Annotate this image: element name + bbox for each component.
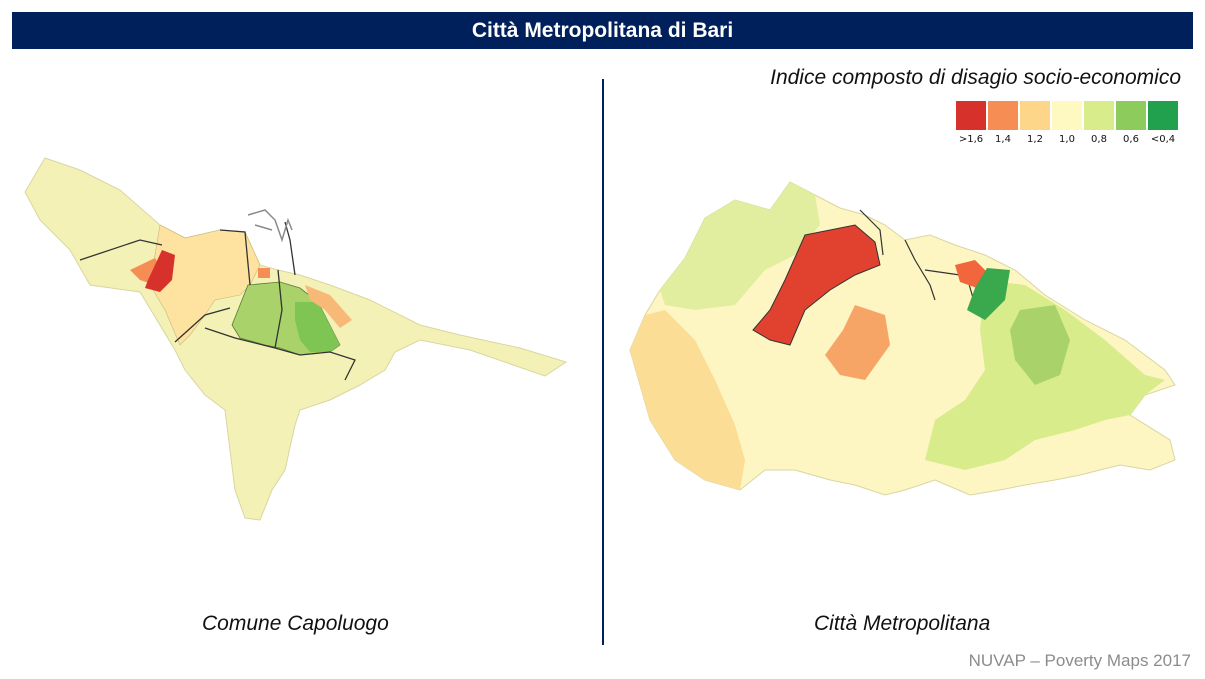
- page-title: Città Metropolitana di Bari: [12, 12, 1193, 49]
- zone-high-distress-port: [305, 285, 352, 328]
- legend-swatch: [1148, 101, 1178, 130]
- zone-east-mid-green: [1010, 305, 1070, 385]
- legend: >1,6 1,4 1,2 1,0 0,8 0,6 <0,4: [955, 101, 1179, 145]
- legend-item: 1,0: [1051, 101, 1083, 145]
- legend-swatch: [1116, 101, 1146, 130]
- legend-item: 1,2: [1019, 101, 1051, 145]
- left-map-caption: Comune Capoluogo: [202, 612, 389, 635]
- zone-very-high-distress: [145, 250, 175, 292]
- zone-very-high-belt: [752, 224, 881, 346]
- zone-small-orange: [258, 268, 270, 278]
- legend-label: <0,4: [1150, 134, 1176, 145]
- legend-item: >1,6: [955, 101, 987, 145]
- legend-swatch: [1084, 101, 1114, 130]
- legend-label: 1,4: [995, 134, 1011, 145]
- legend-item: 0,6: [1115, 101, 1147, 145]
- legend-item: 0,8: [1083, 101, 1115, 145]
- zone-city-core-green: [967, 268, 1010, 320]
- city-map: [24, 157, 568, 521]
- legend-title: Indice composto di disagio socio-economi…: [770, 66, 1181, 89]
- legend-item: <0,4: [1147, 101, 1179, 145]
- legend-label: 0,6: [1123, 134, 1139, 145]
- zone-west-moderate: [630, 310, 745, 490]
- zone-north-green: [660, 182, 820, 310]
- district-boundaries: [79, 221, 356, 381]
- harbour-lines: [247, 209, 293, 243]
- metro-map: [629, 181, 1176, 496]
- vertical-divider: [602, 79, 604, 645]
- zone-central-high: [825, 305, 890, 380]
- legend-swatch: [956, 101, 986, 130]
- legend-swatch: [1020, 101, 1050, 130]
- source-note: NUVAP – Poverty Maps 2017: [968, 651, 1191, 670]
- metro-boundaries: [859, 209, 976, 306]
- legend-item: 1,4: [987, 101, 1019, 145]
- legend-label: 1,0: [1059, 134, 1075, 145]
- right-map-caption: Città Metropolitana: [814, 612, 991, 635]
- legend-swatch: [988, 101, 1018, 130]
- legend-swatch: [1052, 101, 1082, 130]
- zone-city-core-high: [955, 260, 987, 288]
- zone-lower-distress: [295, 302, 340, 352]
- legend-label: >1,6: [958, 134, 984, 145]
- legend-label: 1,2: [1027, 134, 1043, 145]
- legend-label: 0,8: [1091, 134, 1107, 145]
